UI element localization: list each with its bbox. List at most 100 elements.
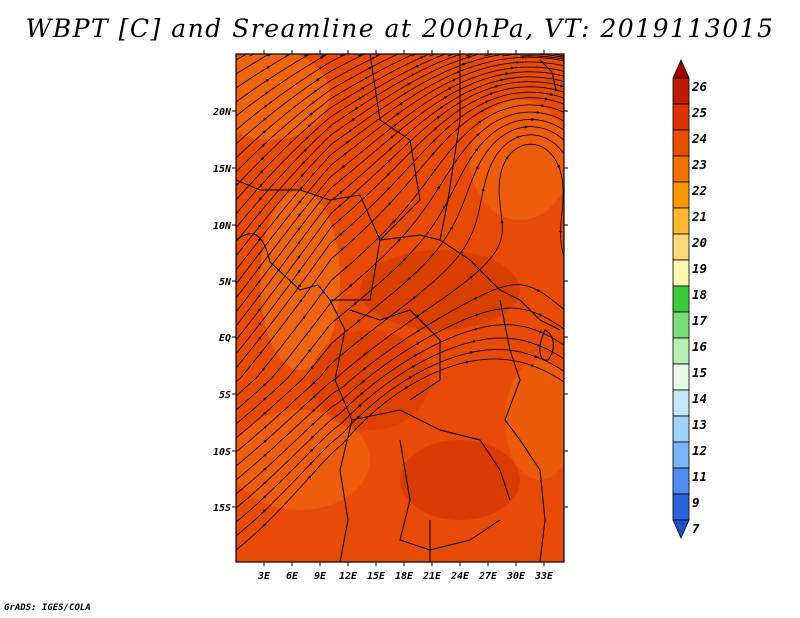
streamline-arrow <box>297 213 301 218</box>
colorbar-arrow-bottom <box>672 519 690 539</box>
streamline-arrow <box>538 330 543 334</box>
streamline-arrow <box>356 319 361 323</box>
streamline <box>236 307 564 495</box>
streamline-arrow <box>261 367 265 372</box>
streamline-arrow <box>415 342 420 346</box>
streamline-arrow <box>353 427 358 432</box>
streamline-arrow <box>315 78 320 82</box>
streamline <box>236 54 271 75</box>
streamline <box>447 54 455 57</box>
lon-label: 24E <box>450 571 470 582</box>
streamline-arrow <box>468 351 474 355</box>
streamline-arrow <box>262 481 267 485</box>
streamline-arrow <box>297 227 301 231</box>
streamline-arrow <box>297 283 302 288</box>
streamline-arrow <box>308 475 312 479</box>
colorbar-swatch <box>672 77 690 105</box>
streamline-arrow <box>488 92 494 96</box>
lat-label: EQ <box>219 333 231 344</box>
streamline-arrow <box>257 251 261 256</box>
streamline-arrow <box>338 232 343 237</box>
streamline-arrow <box>338 190 343 195</box>
streamline-arrow <box>473 297 478 300</box>
streamline-arrow <box>360 336 365 340</box>
streamline <box>285 54 291 57</box>
streamline-arrow <box>297 240 301 245</box>
streamline <box>236 54 348 131</box>
colorbar-label: 13 <box>692 417 707 432</box>
colorbar-swatch <box>672 467 690 495</box>
streamline-arrow <box>307 348 312 353</box>
streamline-arrow <box>299 298 303 303</box>
streamline-arrow <box>257 307 261 312</box>
streamline-arrow <box>499 78 504 82</box>
streamline <box>339 54 346 57</box>
lat-label: 10N <box>213 221 232 232</box>
streamline <box>236 66 564 299</box>
streamline <box>555 55 564 58</box>
streamline-arrow <box>257 265 261 270</box>
streamline <box>236 91 564 369</box>
streamline-arrow <box>258 210 262 215</box>
streamline <box>236 349 564 537</box>
streamline-arrow <box>480 109 485 113</box>
colorbar-swatch <box>672 103 690 131</box>
streamline-arrow <box>367 66 372 70</box>
streamline <box>236 358 564 551</box>
streamline-arrow <box>259 183 263 188</box>
streamline-arrow <box>258 336 262 341</box>
streamline-arrow <box>305 136 309 140</box>
streamline-arrow <box>474 313 479 317</box>
streamlines <box>236 54 564 551</box>
streamline-arrow <box>262 130 266 134</box>
streamline-arrow <box>407 276 412 281</box>
streamline-arrow <box>303 148 307 153</box>
streamline-arrow <box>410 73 415 77</box>
streamline-arrow <box>436 115 441 120</box>
colorbar <box>672 59 690 539</box>
streamline-arrow <box>397 238 401 243</box>
streamline-arrow <box>309 112 314 116</box>
streamline-arrow <box>360 86 366 90</box>
streamline-arrow <box>338 217 342 222</box>
lon-label: 33E <box>534 571 554 582</box>
lon-label: 6E <box>286 571 299 582</box>
streamline-arrow <box>353 302 358 306</box>
streamline <box>321 54 327 57</box>
colorbar-swatch <box>672 311 690 339</box>
colorbar-swatch <box>672 285 690 313</box>
streamline-arrow <box>341 165 346 169</box>
streamline-arrow <box>262 495 267 499</box>
streamline-arrow <box>419 56 424 60</box>
streamline-arrow <box>262 397 267 401</box>
colorbar-swatch <box>672 207 690 235</box>
streamline-arrow <box>305 332 309 337</box>
streamline-arrow <box>264 91 269 95</box>
streamline <box>236 54 366 145</box>
colorbar-label: 15 <box>692 365 708 380</box>
streamline-arrow <box>386 187 391 191</box>
streamline-arrow <box>433 168 437 173</box>
streamline <box>236 126 564 439</box>
colorbar-swatch <box>672 337 690 365</box>
colorbar-label: 20 <box>691 235 707 250</box>
latitude-labels: 20N 15N 10N 5N EQ 5S 10S 15S <box>212 107 232 514</box>
lon-label: 12E <box>339 571 358 582</box>
lon-label: 15E <box>367 571 386 582</box>
streamline-arrow <box>370 57 376 61</box>
streamline-arrow <box>477 120 482 124</box>
streamline <box>236 54 311 103</box>
streamline-arrow <box>265 78 270 82</box>
streamline-arrow <box>344 265 349 270</box>
streamline-arrow <box>348 283 353 288</box>
streamline <box>236 86 564 355</box>
streamline <box>267 54 273 57</box>
streamline <box>393 54 400 57</box>
streamline <box>236 71 564 313</box>
colorbar-label: 22 <box>691 183 707 198</box>
streamline-arrow <box>439 105 444 110</box>
lat-label: 15N <box>213 164 232 175</box>
colorbar-swatch <box>672 389 690 417</box>
streamline-arrow <box>433 126 438 131</box>
streamline-arrow <box>493 85 499 89</box>
